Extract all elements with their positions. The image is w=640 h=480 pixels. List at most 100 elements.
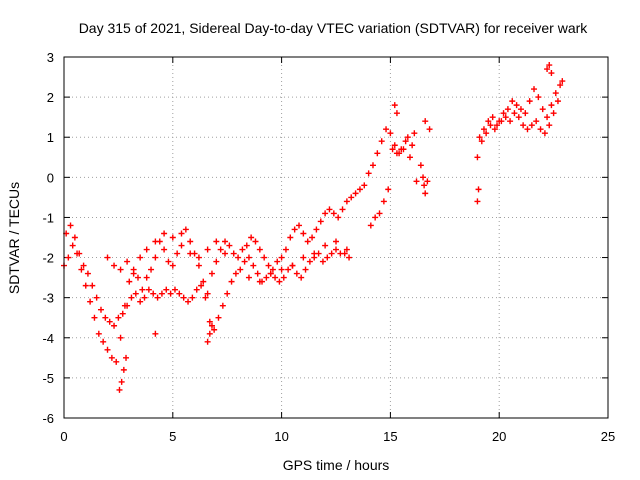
data-point <box>485 118 492 125</box>
data-point <box>161 246 168 253</box>
data-point <box>285 266 292 273</box>
data-point <box>389 146 396 153</box>
data-point <box>152 238 159 245</box>
data-point <box>267 270 274 277</box>
data-point <box>202 294 209 301</box>
data-point <box>239 246 246 253</box>
data-point <box>480 126 487 133</box>
data-point <box>78 266 85 273</box>
plot-frame <box>63 56 609 419</box>
data-point <box>478 138 485 145</box>
data-point <box>306 258 313 265</box>
data-point <box>67 222 74 229</box>
data-point <box>411 130 418 137</box>
data-point <box>226 242 233 249</box>
data-point <box>143 274 150 281</box>
data-point <box>507 118 514 125</box>
data-point <box>204 338 211 345</box>
data-point <box>296 222 303 229</box>
data-point <box>120 366 127 373</box>
data-point <box>206 318 213 325</box>
data-point <box>498 118 505 125</box>
data-point <box>309 234 316 241</box>
data-point <box>289 262 296 269</box>
data-point <box>317 218 324 225</box>
data-point <box>113 358 120 365</box>
data-point <box>520 122 527 129</box>
data-point <box>369 162 376 169</box>
data-point <box>137 254 144 261</box>
data-point <box>254 270 261 277</box>
data-point <box>474 198 481 205</box>
data-point <box>69 242 76 249</box>
data-point <box>348 194 355 201</box>
data-point <box>278 254 285 261</box>
data-point <box>522 110 529 117</box>
data-point <box>178 230 185 237</box>
data-point <box>163 286 170 293</box>
data-point <box>393 110 400 117</box>
data-point <box>324 254 331 261</box>
data-point <box>391 142 398 149</box>
y-tick-label: -6 <box>42 411 54 426</box>
data-point <box>118 378 125 385</box>
data-point <box>287 234 294 241</box>
data-point <box>489 114 496 121</box>
y-tick-label: -4 <box>42 331 54 346</box>
data-point <box>372 214 379 221</box>
data-point <box>89 282 96 289</box>
data-point <box>243 242 250 249</box>
data-point <box>311 250 318 257</box>
data-point <box>421 182 428 189</box>
data-point <box>87 298 94 305</box>
data-point <box>116 386 123 393</box>
data-point <box>71 234 78 241</box>
data-point <box>352 190 359 197</box>
data-point <box>141 294 148 301</box>
data-point <box>241 258 248 265</box>
data-point <box>219 302 226 309</box>
data-point <box>475 186 482 193</box>
x-tick-label: 20 <box>492 429 506 444</box>
data-point <box>483 130 490 137</box>
data-point <box>330 210 337 217</box>
data-point <box>224 290 231 297</box>
data-point <box>245 274 252 281</box>
data-point <box>491 126 498 133</box>
data-point <box>404 134 411 141</box>
data-point <box>422 190 429 197</box>
data-point <box>124 302 131 309</box>
data-point <box>476 134 483 141</box>
data-point <box>502 114 509 121</box>
data-point <box>217 246 224 253</box>
data-point <box>193 286 200 293</box>
data-point <box>548 102 555 109</box>
chart-title: Day 315 of 2021, Sidereal Day-to-day VTE… <box>79 20 589 36</box>
data-point <box>559 78 566 85</box>
data-point <box>111 262 118 269</box>
grid-lines <box>64 57 608 418</box>
data-point <box>417 162 424 169</box>
data-point <box>211 326 218 333</box>
x-axis-label: GPS time / hours <box>283 457 390 473</box>
data-point <box>504 106 511 113</box>
data-point <box>383 126 390 133</box>
data-point <box>119 310 126 317</box>
y-tick-label: -5 <box>42 371 54 386</box>
data-point <box>474 154 481 161</box>
data-point <box>176 290 183 297</box>
data-point <box>420 174 427 181</box>
data-point <box>152 254 159 261</box>
data-point <box>424 178 431 185</box>
data-point <box>413 178 420 185</box>
data-point <box>130 270 137 277</box>
data-point <box>387 130 394 137</box>
data-point <box>174 250 181 257</box>
data-point <box>319 258 326 265</box>
data-point <box>531 86 538 93</box>
data-point <box>393 150 400 157</box>
data-point <box>552 90 559 97</box>
data-point <box>187 238 194 245</box>
y-tick-label: 0 <box>47 170 54 185</box>
data-point <box>328 250 335 257</box>
